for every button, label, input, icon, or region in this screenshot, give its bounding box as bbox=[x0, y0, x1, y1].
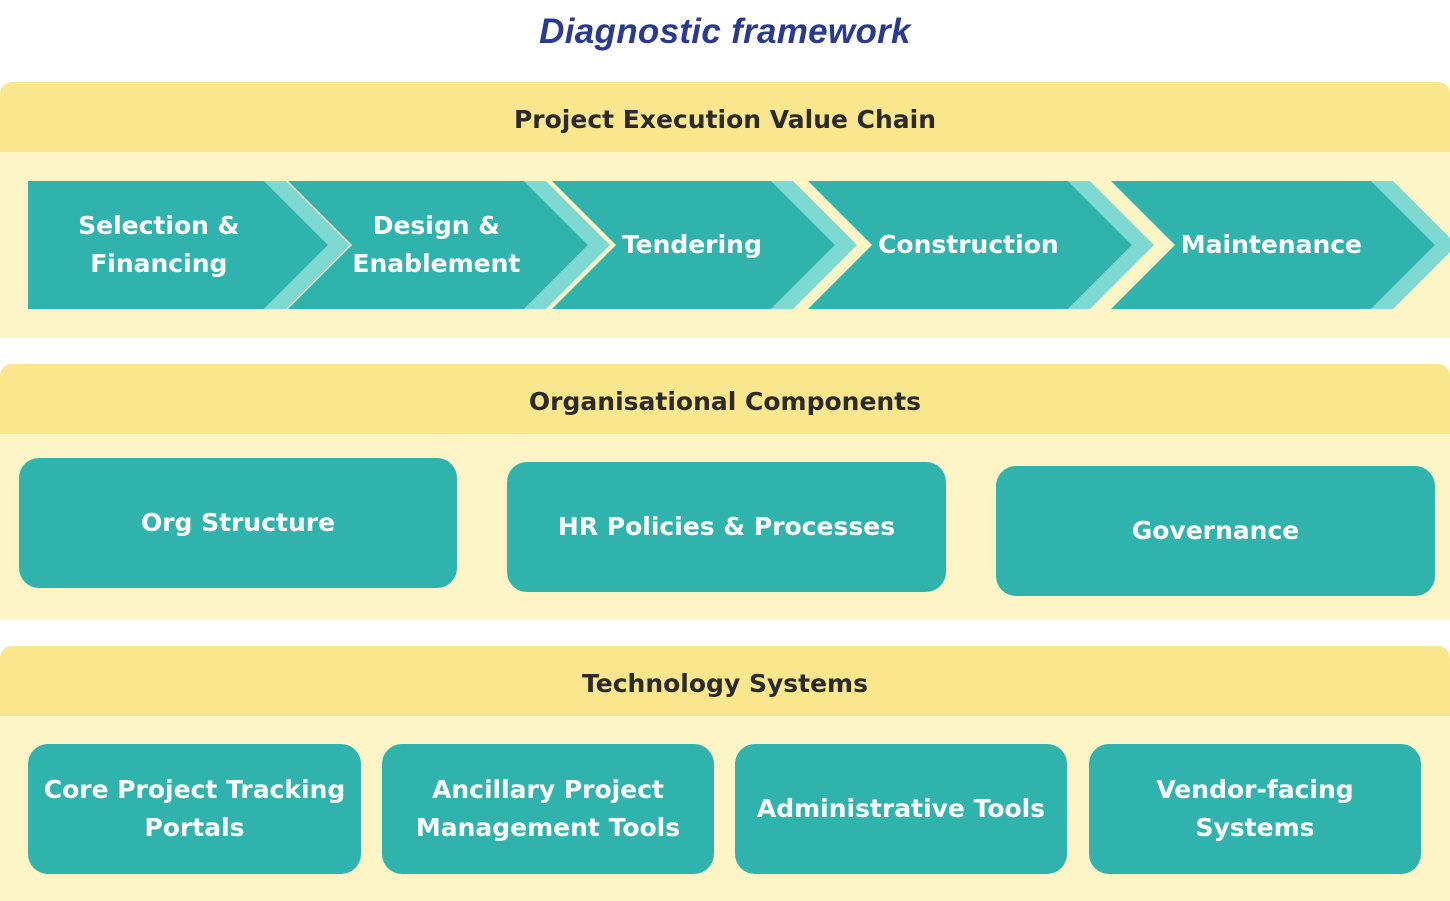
vendor-systems-box: Vendor-facing Systems bbox=[1089, 744, 1421, 874]
chevron-label-design-enablement: Design & Enablement bbox=[352, 211, 521, 278]
chevron-label-maintenance: Maintenance bbox=[1180, 230, 1363, 259]
chevron-label-tendering: Tendering bbox=[621, 230, 762, 259]
chevron-label-selection-financing: Selection & Financing bbox=[78, 211, 240, 278]
administrative-tools-box: Administrative Tools bbox=[735, 744, 1067, 874]
chevron-label-construction: Construction bbox=[878, 230, 1059, 259]
technology-header: Technology Systems bbox=[0, 646, 1450, 716]
organisational-header: Organisational Components bbox=[0, 364, 1450, 434]
core-tracking-box: Core Project Tracking Portals bbox=[28, 744, 361, 874]
governance-box: Governance bbox=[996, 466, 1435, 596]
org-structure-box: Org Structure bbox=[19, 458, 457, 588]
ancillary-tools-box: Ancillary Project Management Tools bbox=[382, 744, 714, 874]
value-chain-header: Project Execution Value Chain bbox=[0, 82, 1450, 152]
hr-policies-box: HR Policies & Processes bbox=[507, 462, 946, 592]
diagram-title: Diagnostic framework bbox=[539, 12, 911, 51]
